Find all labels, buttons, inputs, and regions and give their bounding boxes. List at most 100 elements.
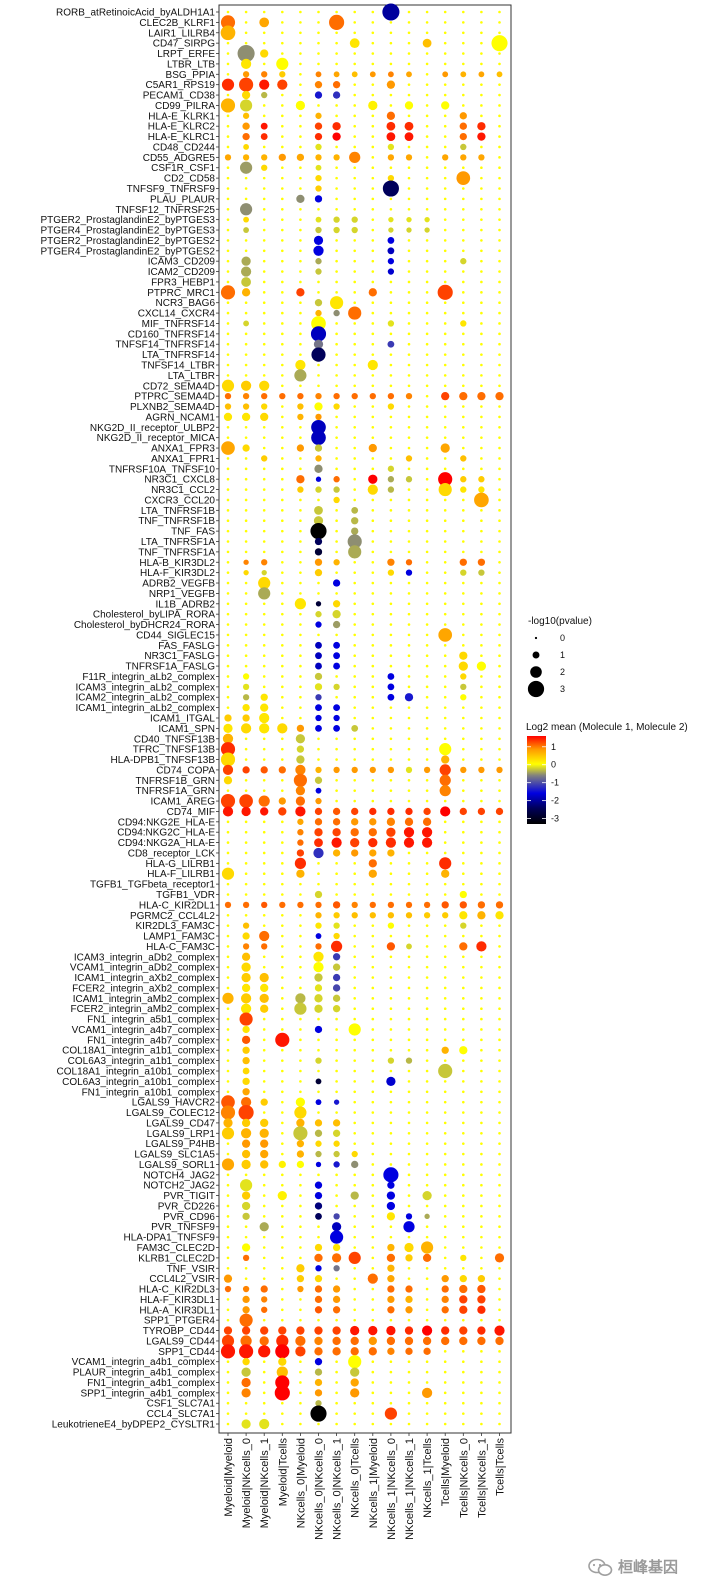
dot-point: [261, 403, 268, 410]
dot-bg: [480, 259, 483, 263]
dot-bg: [353, 716, 357, 720]
dot-bg: [480, 737, 483, 741]
dot-point: [405, 766, 413, 774]
dot-bg: [498, 1215, 501, 1218]
dot-point: [260, 1118, 269, 1128]
dot-point: [387, 71, 394, 78]
dot-point: [477, 132, 486, 141]
dot-bg: [371, 778, 375, 782]
dot-bg: [281, 986, 284, 990]
dot-bg: [425, 1028, 429, 1031]
dot-bg: [371, 21, 375, 24]
dot-bg: [407, 41, 411, 45]
dot-bg: [425, 1318, 429, 1322]
dot-point: [259, 930, 270, 942]
dot-bg: [462, 633, 465, 637]
dot-point: [241, 1201, 251, 1211]
dot-bg: [389, 457, 393, 460]
dot-point: [314, 81, 323, 89]
dot-bg: [281, 1318, 284, 1322]
dot-bg: [443, 1194, 447, 1197]
dot-bg: [281, 1121, 284, 1125]
dot-bg: [498, 602, 501, 606]
dot-bg: [353, 592, 357, 595]
dot-point: [403, 1221, 415, 1233]
dot-bg: [462, 955, 465, 959]
dot-bg: [498, 664, 501, 668]
dot-bg: [226, 976, 230, 979]
dot-bg: [480, 270, 483, 273]
dot-bg: [480, 706, 483, 709]
dot-bg: [371, 176, 375, 180]
dot-bg: [480, 21, 483, 24]
dot-point: [240, 58, 252, 70]
dot-bg: [262, 353, 266, 356]
dot-bg: [281, 644, 284, 647]
dot-point: [241, 277, 251, 287]
dot-bg: [443, 62, 447, 66]
dot-point: [296, 1274, 305, 1283]
dot-bg: [371, 1422, 375, 1426]
dot-point: [333, 704, 341, 712]
dot-bg: [443, 415, 447, 419]
dot-bg: [371, 1298, 375, 1301]
dot-bg: [407, 145, 411, 149]
dot-bg: [498, 301, 501, 305]
color-legend-title: Log2 mean (Molecule 1, Molecule 2): [526, 722, 688, 733]
dot-bg: [480, 789, 483, 792]
dot-bg: [353, 301, 357, 305]
dot-bg: [407, 675, 411, 678]
dot-bg: [299, 1194, 302, 1197]
dot-bg: [480, 695, 483, 699]
dot-bg: [407, 239, 411, 242]
dot-point: [224, 1285, 232, 1293]
dot-bg: [262, 1256, 266, 1260]
dot-bg: [262, 1173, 266, 1177]
dot-bg: [299, 571, 302, 574]
dot-bg: [335, 114, 338, 118]
dot-point: [259, 972, 269, 983]
dot-bg: [480, 633, 483, 637]
dot-bg: [498, 1412, 501, 1415]
dot-point: [348, 306, 362, 320]
dot-bg: [281, 955, 284, 959]
dot-point: [350, 1191, 359, 1200]
dot-point: [242, 1056, 250, 1065]
dot-bg: [498, 342, 501, 346]
dot-bg: [299, 1038, 302, 1042]
dot-bg: [480, 384, 483, 388]
dot-bg: [299, 1370, 302, 1374]
dot-bg: [317, 737, 320, 741]
row-label: CXCL14_CXCR4: [138, 309, 216, 320]
dot-bg: [462, 446, 465, 450]
dot-bg: [335, 1059, 338, 1062]
dot-point: [294, 1002, 307, 1015]
dot-bg: [498, 716, 501, 720]
dot-bg: [281, 415, 284, 419]
dot-bg: [244, 882, 248, 886]
dot-point: [260, 122, 268, 130]
dot-point: [405, 1306, 413, 1314]
data-points: [220, 3, 508, 1430]
dot-bg: [299, 166, 302, 170]
dot-bg: [443, 1183, 447, 1187]
dot-point: [259, 993, 269, 1003]
dot-bg: [389, 1111, 393, 1114]
dot-point: [314, 1129, 323, 1137]
dot-bg: [443, 135, 447, 138]
dot-point: [314, 994, 323, 1003]
dot-point: [261, 1296, 268, 1303]
dot-point: [333, 912, 340, 919]
dot-bg: [498, 374, 501, 377]
dot-point: [296, 1160, 305, 1169]
dot-point: [333, 1140, 340, 1147]
dot-point: [459, 1046, 468, 1055]
dot-bg: [443, 1142, 447, 1145]
dot-point: [315, 621, 322, 628]
dot-bg: [462, 228, 465, 232]
dot-bg: [443, 228, 447, 232]
dot-point: [387, 558, 395, 566]
dot-bg: [443, 1256, 447, 1260]
dot-bg: [335, 52, 338, 55]
dot-point: [333, 1150, 340, 1158]
